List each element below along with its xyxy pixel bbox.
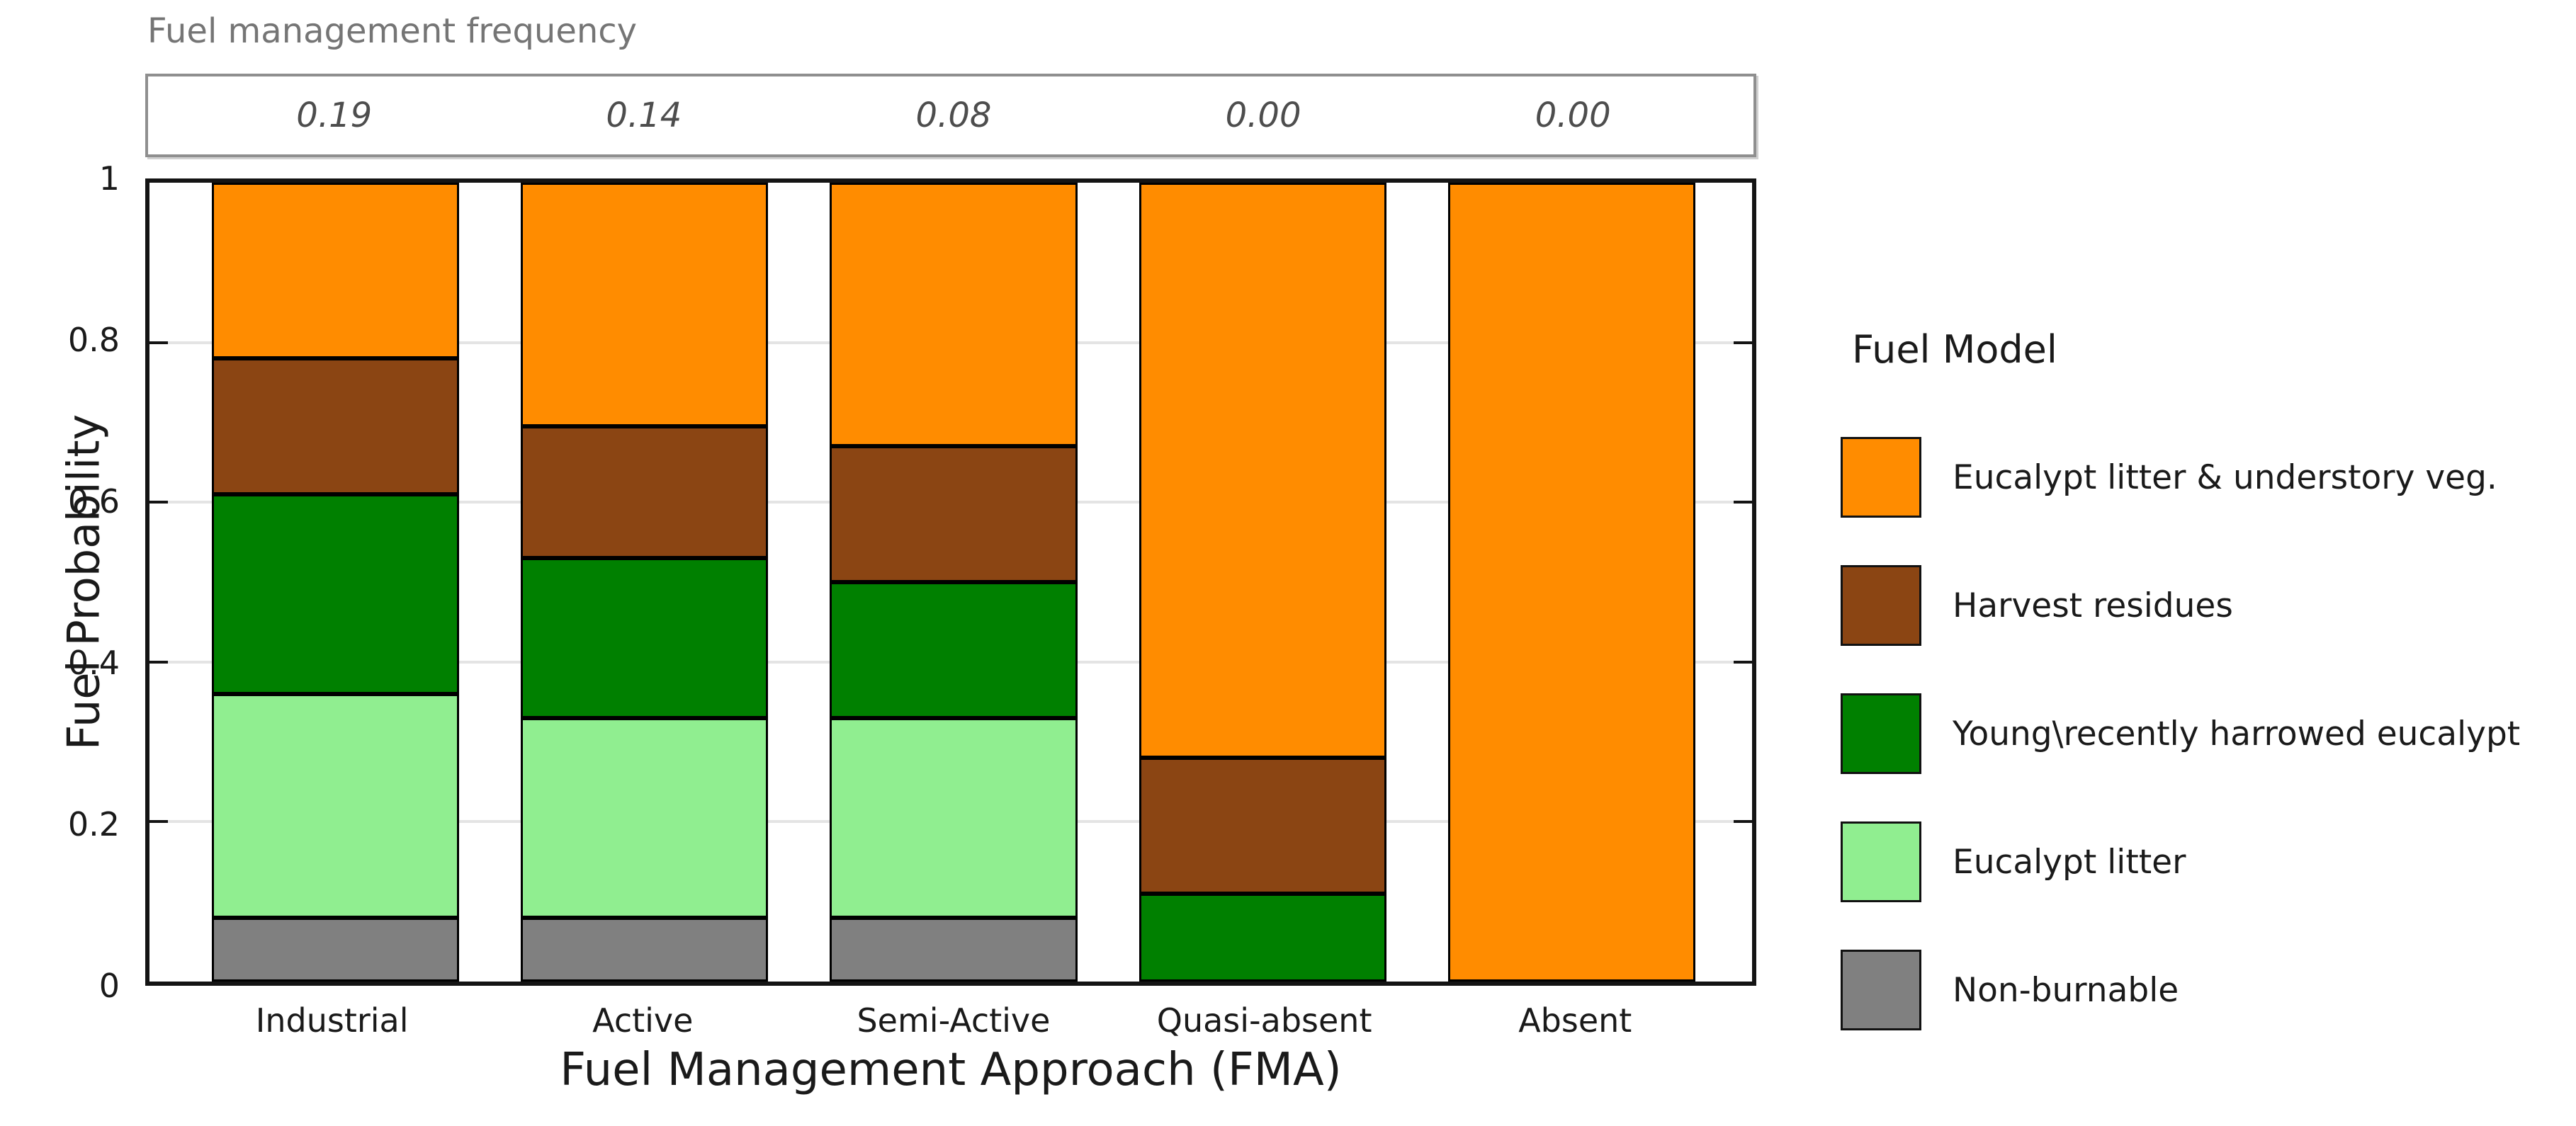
y-tick-label-0.6: 0.6 [67,482,120,521]
y-axis-title: Fuel Probability [57,414,110,751]
plot-area [145,178,1756,986]
x-axis-category-labels: Industrial Active Semi-Active Quasi-absent A… [145,1001,1756,1044]
legend-label-harvest-residues: Harvest residues [1953,586,2233,625]
legend-label-young-recently-harrowed-eucalypt: Young\recently harrowed eucalypt [1953,714,2521,753]
legend-swatch-eucalypt-litter-understory-veg [1841,437,1921,518]
frequency-value-industrial: 0.19 [296,96,373,135]
bar-segment-eucalypt-litter [830,717,1078,918]
legend-label-eucalypt-litter-understory-veg: Eucalypt litter & understory veg. [1953,457,2497,497]
y-tick-label-0: 0 [98,967,120,1005]
y-tick-left-0.2 [149,820,168,824]
legend-item-young-recently-harrowed-eucalypt: Young\recently harrowed eucalypt [1841,693,2570,774]
legend-label-non-burnable: Non-burnable [1953,970,2179,1010]
bar-segment-young-recently-harrowed-eucalypt [520,558,769,718]
legend-items: Eucalypt litter & understory veg. Harvest… [1841,437,2570,1030]
bar-industrial [211,183,459,982]
x-category-label-semi-active: Semi-Active [857,1001,1051,1040]
bar-segment-eucalypt-litter-understory-veg [830,183,1078,447]
bar-semi-active [830,183,1078,982]
legend-item-eucalypt-litter: Eucalypt litter [1841,821,2570,902]
x-axis-title: Fuel Management Approach (FMA) [560,1044,1342,1096]
bar-segment-eucalypt-litter-understory-veg [520,183,769,427]
bar-segment-eucalypt-litter-understory-veg [1139,183,1387,758]
bar-absent [1447,183,1696,982]
legend-item-eucalypt-litter-understory-veg: Eucalypt litter & understory veg. [1841,437,2570,518]
legend: Fuel Model Eucalypt litter & understory … [1841,327,2570,1078]
y-tick-left-0.4 [149,660,168,664]
frequency-box: 0.19 0.14 0.08 0.00 0.00 [145,74,1756,157]
legend-label-eucalypt-litter: Eucalypt litter [1953,842,2186,882]
y-tick-left-0.6 [149,501,168,504]
bar-segment-non-burnable [830,917,1078,982]
legend-item-harvest-residues: Harvest residues [1841,565,2570,646]
y-tick-label-0.4: 0.4 [67,644,120,682]
bar-segment-non-burnable [520,917,769,982]
y-tick-label-0.2: 0.2 [67,805,120,843]
legend-swatch-eucalypt-litter [1841,821,1921,902]
x-category-label-active: Active [592,1001,694,1040]
bar-segment-eucalypt-litter [520,717,769,918]
frequency-value-absent: 0.00 [1535,96,1611,135]
bar-segment-eucalypt-litter-understory-veg [211,183,459,359]
legend-swatch-young-recently-harrowed-eucalypt [1841,693,1921,774]
bar-segment-eucalypt-litter [211,693,459,918]
y-tick-right-0.2 [1734,820,1752,824]
bar-segment-young-recently-harrowed-eucalypt [830,581,1078,718]
frequency-value-quasi-absent: 0.00 [1225,96,1301,135]
bar-segment-harvest-residues [211,358,459,494]
bar-active [520,183,769,982]
y-tick-left-0.8 [149,341,168,344]
bar-segment-harvest-residues [830,446,1078,582]
x-category-label-industrial: Industrial [255,1001,409,1040]
legend-swatch-harvest-residues [1841,565,1921,646]
bar-segment-young-recently-harrowed-eucalypt [211,494,459,694]
legend-title: Fuel Model [1852,327,2057,372]
frequency-axis-title: Fuel management frequency [147,11,638,51]
y-tick-right-0.4 [1734,660,1752,664]
y-tick-label-0.8: 0.8 [67,321,120,359]
y-tick-label-1: 1 [98,159,120,198]
bar-segment-harvest-residues [520,426,769,559]
y-axis-tick-labels: 0 0.2 0.4 0.6 0.8 1 [0,159,130,1005]
frequency-value-semi-active: 0.08 [915,96,992,135]
legend-item-non-burnable: Non-burnable [1841,950,2570,1030]
bar-segment-non-burnable [211,917,459,982]
frequency-value-active: 0.14 [606,96,682,135]
y-tick-right-0.8 [1734,341,1752,344]
y-tick-right-0.6 [1734,501,1752,504]
x-category-label-quasi-absent: Quasi-absent [1156,1001,1372,1040]
legend-swatch-non-burnable [1841,950,1921,1030]
bar-segment-eucalypt-litter-understory-veg [1447,183,1696,982]
bar-quasi-absent [1139,183,1387,982]
bar-segment-harvest-residues [1139,758,1387,894]
bar-segment-young-recently-harrowed-eucalypt [1139,893,1387,982]
x-category-label-absent: Absent [1518,1001,1632,1040]
